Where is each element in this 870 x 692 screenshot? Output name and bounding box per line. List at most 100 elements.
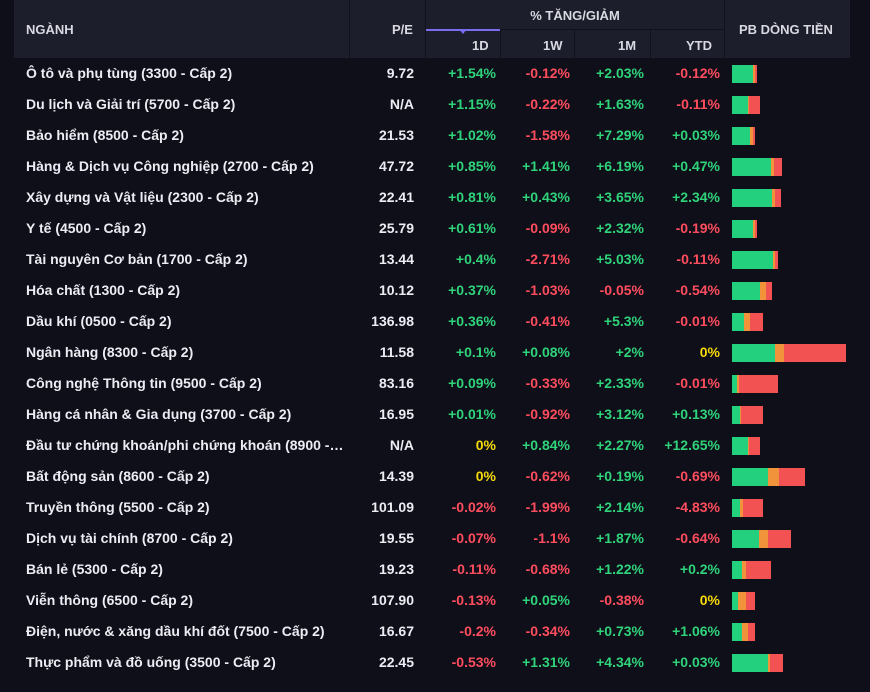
column-header-pb-dong-tien[interactable]: PB DÒNG TIỀN <box>739 22 833 37</box>
money-flow-bar[interactable] <box>732 561 771 579</box>
money-flow-bar[interactable] <box>732 437 761 455</box>
table-row[interactable]: Xây dựng và Vật liệu (2300 - Cấp 2) 22.41… <box>14 182 850 213</box>
change-ytd: +0.03% <box>672 654 720 670</box>
flow-inflow-segment <box>732 65 754 83</box>
change-ytd: -0.64% <box>675 530 720 546</box>
change-1d: +1.15% <box>448 96 496 112</box>
table-row[interactable]: Bảo hiểm (8500 - Cấp 2) 21.53 +1.02% -1.58%… <box>14 120 850 151</box>
table-row[interactable]: Dầu khí (0500 - Cấp 2) 136.98 +0.36% -0.41%… <box>14 306 850 337</box>
money-flow-bar[interactable] <box>732 189 781 207</box>
flow-outflow-segment <box>770 654 784 672</box>
table-row[interactable]: Bán lẻ (5300 - Cấp 2) 19.23 -0.11% -0.68% +1… <box>14 554 850 585</box>
flow-neutral-segment <box>737 592 746 610</box>
money-flow-bar[interactable] <box>732 313 763 331</box>
flow-inflow-segment <box>732 530 759 548</box>
column-header-1m[interactable]: 1M <box>618 38 637 53</box>
money-flow-bar[interactable] <box>732 468 805 486</box>
pe-value: N/A <box>389 96 414 112</box>
change-1d: +0.81% <box>448 189 496 205</box>
table-row[interactable]: Đầu tư chứng khoán/phi chứng khoán (8900… <box>14 430 850 461</box>
money-flow-bar[interactable] <box>732 375 778 393</box>
flow-neutral-segment <box>773 251 776 269</box>
money-flow-bar[interactable] <box>732 282 772 300</box>
flow-outflow-segment <box>765 282 772 300</box>
money-flow-bar[interactable] <box>732 65 758 83</box>
table-row[interactable]: Công nghệ Thông tin (9500 - Cấp 2) 83.16 +… <box>14 368 850 399</box>
change-1w: -2.71% <box>525 251 570 267</box>
flow-outflow-segment <box>774 158 783 176</box>
flow-inflow-segment <box>732 499 740 517</box>
flow-outflow-segment <box>754 220 758 238</box>
change-1d: -0.02% <box>451 499 496 515</box>
column-header-1w[interactable]: 1W <box>543 38 563 53</box>
flow-inflow-segment <box>732 375 737 393</box>
change-1w: -1.58% <box>525 127 570 143</box>
money-flow-bar[interactable] <box>732 592 755 610</box>
money-flow-bar[interactable] <box>732 158 783 176</box>
column-header-pe[interactable]: P/E <box>392 22 413 37</box>
table-row[interactable]: Dịch vụ tài chính (8700 - Cấp 2) 19.55 -0.… <box>14 523 850 554</box>
flow-neutral-segment <box>747 96 750 114</box>
change-ytd: -4.83% <box>675 499 720 515</box>
change-ytd: -0.19% <box>675 220 720 236</box>
change-1w: +1.31% <box>522 654 570 670</box>
money-flow-bar[interactable] <box>732 654 784 672</box>
pe-value: 47.72 <box>378 158 414 174</box>
flow-neutral-segment <box>750 127 753 145</box>
table-row[interactable]: Du lịch và Giải trí (5700 - Cấp 2) N/A +1.… <box>14 89 850 120</box>
table-row[interactable]: Điện, nước & xăng dầu khí đốt (7500 - Cấ… <box>14 616 850 647</box>
sector-name: Xây dựng và Vật liệu (2300 - Cấp 2) <box>26 189 259 205</box>
money-flow-bar[interactable] <box>732 499 763 517</box>
table-row[interactable]: Hàng & Dịch vụ Công nghiệp (2700 - Cấp 2… <box>14 151 850 182</box>
change-1m: +5.03% <box>596 251 644 267</box>
sector-name: Viễn thông (6500 - Cấp 2) <box>26 592 193 608</box>
column-header-nganh[interactable]: NGÀNH <box>26 22 74 37</box>
flow-inflow-segment <box>732 96 748 114</box>
money-flow-bar[interactable] <box>732 344 846 362</box>
money-flow-bar[interactable] <box>732 220 758 238</box>
table-row[interactable]: Y tế (4500 - Cấp 2) 25.79 +0.61% -0.09% +2.3… <box>14 213 850 244</box>
flow-outflow-segment <box>742 499 763 517</box>
pe-value: 19.55 <box>378 530 414 546</box>
column-header-ytd[interactable]: YTD <box>686 38 712 53</box>
change-1d: +0.01% <box>448 406 496 422</box>
flow-outflow-segment <box>784 344 846 362</box>
flow-inflow-segment <box>732 406 740 424</box>
flow-neutral-segment <box>753 65 755 83</box>
flow-inflow-segment <box>732 313 745 331</box>
table-row[interactable]: Truyền thông (5500 - Cấp 2) 101.09 -0.02% -… <box>14 492 850 523</box>
flow-inflow-segment <box>732 561 742 579</box>
money-flow-bar[interactable] <box>732 406 763 424</box>
table-row[interactable]: Hóa chất (1300 - Cấp 2) 10.12 +0.37% -1.03%… <box>14 275 850 306</box>
pe-value: 10.12 <box>378 282 414 298</box>
change-1m: +2.33% <box>596 375 644 391</box>
change-1w: -0.22% <box>525 96 570 112</box>
table-row[interactable]: Ô tô và phụ tùng (3300 - Cấp 2) 9.72 +1.54… <box>14 58 850 89</box>
table-row[interactable]: Bất động sản (8600 - Cấp 2) 14.39 0% -0.62%… <box>14 461 850 492</box>
table-row[interactable]: Hàng cá nhân & Gia dụng (3700 - Cấp 2) 16… <box>14 399 850 430</box>
change-1d: +0.1% <box>455 344 496 360</box>
change-ytd: -0.11% <box>676 96 720 112</box>
money-flow-bar[interactable] <box>732 251 778 269</box>
table-row[interactable]: Ngân hàng (8300 - Cấp 2) 11.58 +0.1% +0.08%… <box>14 337 850 368</box>
change-ytd: 0% <box>699 344 720 360</box>
money-flow-bar[interactable] <box>732 530 792 548</box>
change-1m: +2.32% <box>596 220 644 236</box>
table-row[interactable]: Tài nguyên Cơ bản (1700 - Cấp 2) 13.44 +0.… <box>14 244 850 275</box>
flow-neutral-segment <box>753 220 755 238</box>
column-header-1d[interactable]: 1D <box>472 38 489 53</box>
change-ytd: +0.13% <box>672 406 720 422</box>
change-1m: +2% <box>615 344 644 360</box>
pe-value: 11.58 <box>379 344 414 360</box>
table-row[interactable]: Thực phẩm và đồ uống (3500 - Cấp 2) 22.45… <box>14 647 850 678</box>
money-flow-bar[interactable] <box>732 127 755 145</box>
change-1w: -0.12% <box>525 65 570 81</box>
table-row[interactable]: Viễn thông (6500 - Cấp 2) 107.90 -0.13% +0.… <box>14 585 850 616</box>
flow-neutral-segment <box>747 437 750 455</box>
money-flow-bar[interactable] <box>732 623 755 641</box>
change-1m: +1.63% <box>596 96 644 112</box>
change-1m: +1.22% <box>596 561 644 577</box>
money-flow-bar[interactable] <box>732 96 761 114</box>
change-1d: +0.37% <box>448 282 496 298</box>
sector-name: Thực phẩm và đồ uống (3500 - Cấp 2) <box>26 654 276 670</box>
